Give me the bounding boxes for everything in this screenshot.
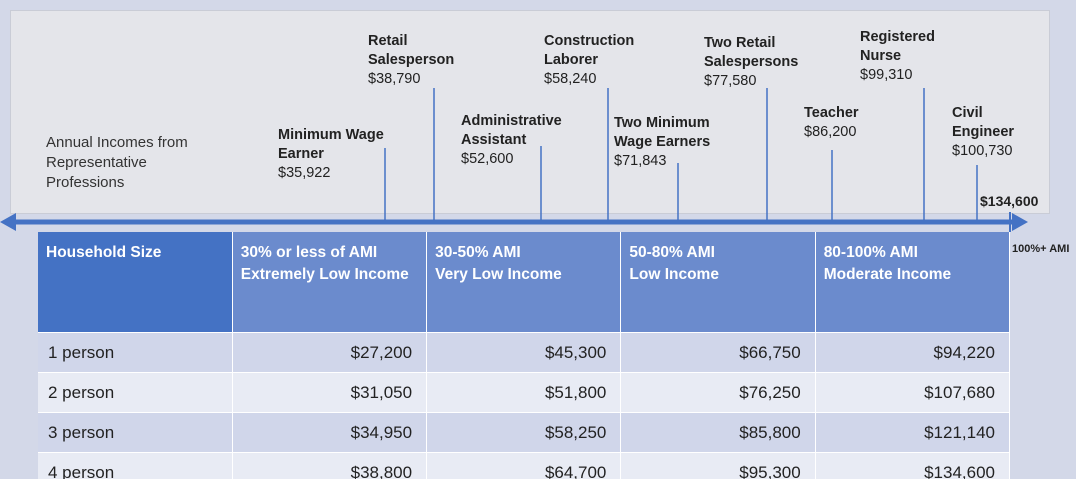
profession-name: Two Minimum Wage Earners	[614, 115, 711, 150]
table-cell: $66,750	[620, 332, 816, 373]
end-label: $134,600	[980, 193, 1039, 209]
profession-name: Registered Nurse	[860, 29, 935, 64]
table-row: 3 person $34,950 $58,250 $85,800 $121,140	[38, 412, 1011, 453]
header-text: Very Low Income	[435, 266, 562, 283]
table-cell: $134,600	[815, 452, 1011, 479]
header-cell: 30% or less of AMI Extremely Low Income	[232, 232, 428, 333]
profession-income: $35,922	[278, 165, 331, 181]
profession-income: $86,200	[804, 124, 857, 140]
header-cell: 50-80% AMI Low Income	[620, 232, 816, 333]
profession-income: $99,310	[860, 67, 913, 83]
profession-income: $71,843	[614, 153, 667, 169]
arrow-head-left	[0, 213, 16, 231]
ami-label: 100%+ AMI	[1012, 243, 1070, 255]
income-table: Household Size 30% or less of AMI Extremel…	[38, 232, 1011, 479]
header-text: Moderate Income	[823, 266, 952, 283]
header-text: 50-80% AMI	[629, 244, 715, 261]
profession: Civil Engineer $100,730	[952, 104, 1032, 161]
table-cell: $95,300	[620, 452, 816, 479]
table-cell: 1 person	[38, 332, 233, 373]
header-cell: 30-50% AMI Very Low Income	[426, 232, 622, 333]
profession-income: $38,790	[368, 71, 421, 87]
table-cell: $38,800	[232, 452, 428, 479]
table-cell: $76,250	[620, 372, 816, 413]
profession-income: $100,730	[952, 143, 1013, 159]
table-row: 2 person $31,050 $51,800 $76,250 $107,680	[38, 372, 1011, 413]
table-cell: $85,800	[620, 412, 816, 453]
profession: Registered Nurse $99,310	[860, 28, 950, 85]
table-cell: $34,950	[232, 412, 428, 453]
header-row: Household Size 30% or less of AMI Extremel…	[38, 232, 1011, 333]
table-cell: $107,680	[815, 372, 1011, 413]
arrow-head-right	[1012, 213, 1028, 231]
profession: Retail Salesperson $38,790	[368, 32, 478, 89]
profession-income: $77,580	[704, 73, 757, 89]
table-cell: 3 person	[38, 412, 233, 453]
table-cell: 4 person	[38, 452, 233, 479]
profession-name: Minimum Wage Earner	[278, 127, 384, 162]
header-text: 30-50% AMI	[435, 244, 521, 261]
profession-income: $52,600	[461, 151, 514, 167]
table-row: 1 person $27,200 $45,300 $66,750 $94,220	[38, 332, 1011, 373]
caption: Annual Incomes from Representative Profe…	[46, 134, 188, 191]
header-cell: Household Size	[38, 232, 233, 333]
professions-panel	[10, 10, 1050, 214]
table-cell: $27,200	[232, 332, 428, 373]
profession-name: Retail Salesperson	[368, 33, 455, 68]
header-cell: 80-100% AMI Moderate Income	[815, 232, 1011, 333]
profession-name: Civil Engineer	[952, 105, 1015, 140]
profession: Teacher $86,200	[804, 104, 874, 142]
header-text: Household Size	[46, 244, 162, 261]
profession-name: Construction Laborer	[544, 33, 635, 68]
header-text: 30% or less of AMI	[240, 244, 378, 261]
table-cell: $94,220	[815, 332, 1011, 373]
table-cell: 2 person	[38, 372, 233, 413]
header-text: 80-100% AMI	[823, 244, 918, 261]
profession: Two Minimum Wage Earners $71,843	[614, 114, 734, 171]
table-cell: $64,700	[426, 452, 622, 479]
profession-income: $58,240	[544, 71, 597, 87]
table-cell: $58,250	[426, 412, 622, 453]
header-text: Extremely Low Income	[240, 266, 409, 283]
profession: Minimum Wage Earner $35,922	[278, 126, 388, 183]
table-cell: $51,800	[426, 372, 622, 413]
table-cell: $31,050	[232, 372, 428, 413]
profession: Two Retail Salespersons $77,580	[704, 34, 819, 91]
profession-name: Administrative Assistant	[461, 113, 562, 148]
profession-name: Two Retail Salespersons	[704, 35, 799, 70]
profession-name: Teacher	[804, 105, 859, 121]
table-row: 4 person $38,800 $64,700 $95,300 $134,600	[38, 452, 1011, 479]
table-cell: $45,300	[426, 332, 622, 373]
profession: Construction Laborer $58,240	[544, 32, 654, 89]
header-text: Low Income	[629, 266, 719, 283]
profession: Administrative Assistant $52,600	[461, 112, 586, 169]
table-cell: $121,140	[815, 412, 1011, 453]
